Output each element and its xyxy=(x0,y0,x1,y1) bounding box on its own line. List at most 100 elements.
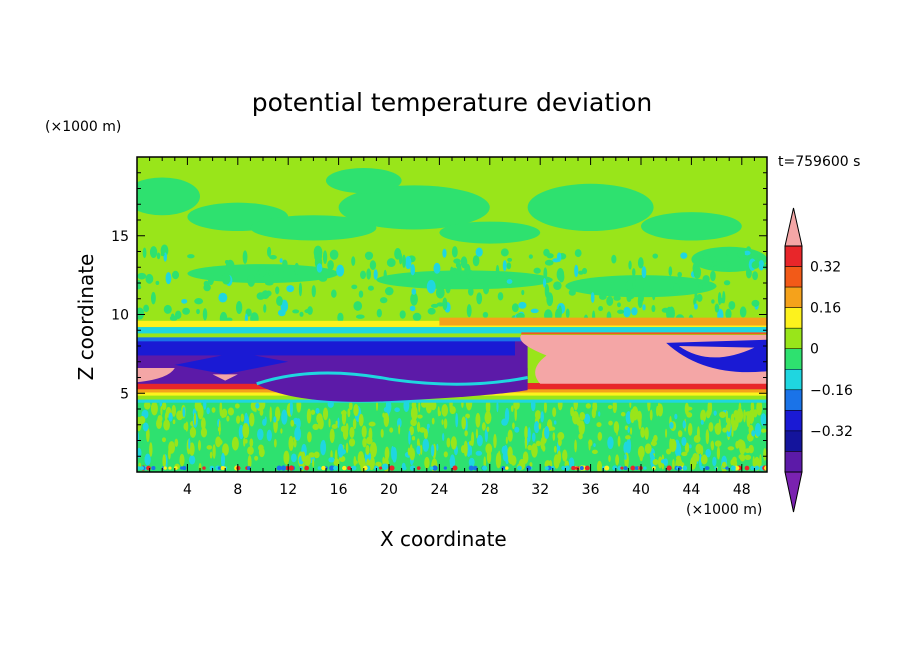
speckle-lower xyxy=(524,425,528,440)
speckle-lower xyxy=(714,423,722,435)
speckle-lower xyxy=(552,407,557,418)
speckle-upper xyxy=(156,252,161,260)
contour-patch-neutral xyxy=(338,185,490,230)
heatmap-field xyxy=(137,157,767,472)
speckle-upper xyxy=(680,252,688,259)
speckle-upper xyxy=(652,253,659,259)
speckle-upper xyxy=(318,276,328,282)
colorbar-swatch xyxy=(784,266,803,288)
colorbar-swatch xyxy=(784,410,803,432)
speckle-lower xyxy=(665,428,668,438)
speckle-lower xyxy=(644,426,649,440)
speckle-upper xyxy=(137,280,141,288)
speckle-upper xyxy=(163,304,172,314)
speckle-upper xyxy=(275,286,280,295)
speckle-lower xyxy=(656,405,659,417)
speckle-upper xyxy=(292,309,300,314)
speckle-upper xyxy=(475,247,483,257)
speckle-upper xyxy=(711,261,719,266)
contour-patch-neutral xyxy=(326,168,402,194)
speckle-lower xyxy=(349,426,355,439)
speckle-upper xyxy=(194,298,204,305)
speckle-upper xyxy=(187,254,195,259)
speckle-upper xyxy=(693,265,702,279)
y-tick-label: 5 xyxy=(120,386,129,402)
speckle-surface xyxy=(236,465,241,471)
colorbar-swatch xyxy=(784,451,803,473)
speckle-lower xyxy=(179,453,185,467)
speckle-lower xyxy=(236,415,241,424)
speckle-upper xyxy=(433,262,441,274)
speckle-surface xyxy=(544,466,549,471)
speckle-lower xyxy=(410,405,418,421)
speckle-lower xyxy=(157,414,163,423)
speckle-upper xyxy=(483,283,490,295)
contour-patch-neutral xyxy=(250,215,377,241)
speckle-lower xyxy=(348,438,356,447)
band-inversion xyxy=(137,399,767,403)
speckle-surface xyxy=(517,465,522,471)
speckle-lower xyxy=(337,443,344,458)
speckle-lower xyxy=(695,453,700,462)
speckle-lower xyxy=(313,451,320,459)
speckle-surface xyxy=(754,465,760,471)
speckle-lower xyxy=(418,400,421,413)
speckle-upper xyxy=(137,272,147,280)
speckle-lower xyxy=(398,424,401,435)
speckle-lower xyxy=(719,411,727,418)
speckle-upper xyxy=(743,250,751,256)
speckle-upper xyxy=(495,265,500,279)
speckle-lower xyxy=(328,457,335,463)
speckle-lower xyxy=(328,418,331,428)
region-mid-cyan xyxy=(137,327,767,334)
speckle-lower xyxy=(529,462,533,467)
contour-patch-neutral xyxy=(137,177,200,216)
speckle-upper xyxy=(263,304,267,313)
speckle-upper xyxy=(642,304,646,311)
x-axis-unit: (×1000 m) xyxy=(686,502,763,518)
speckle-surface xyxy=(505,466,509,470)
speckle-upper xyxy=(751,299,760,307)
speckle-lower xyxy=(443,418,448,429)
speckle-upper xyxy=(544,284,550,298)
speckle-lower xyxy=(672,458,675,470)
speckle-upper xyxy=(677,271,682,278)
speckle-upper xyxy=(460,256,468,269)
speckle-lower xyxy=(168,447,171,460)
speckle-upper xyxy=(268,269,275,277)
speckle-upper xyxy=(763,263,767,270)
speckle-upper xyxy=(329,249,339,260)
speckle-lower xyxy=(410,418,417,427)
speckle-upper xyxy=(203,280,210,287)
speckle-surface xyxy=(299,466,304,470)
speckle-lower xyxy=(597,464,601,470)
speckle-surface xyxy=(730,465,737,471)
speckle-surface xyxy=(443,466,447,470)
speckle-lower xyxy=(426,423,430,429)
speckle-lower xyxy=(394,407,400,413)
speckle-upper xyxy=(657,289,666,296)
speckle-upper xyxy=(728,301,736,310)
speckle-upper xyxy=(402,254,406,268)
speckle-lower xyxy=(578,420,585,435)
speckle-upper xyxy=(507,257,513,262)
speckle-upper xyxy=(497,292,504,301)
speckle-upper xyxy=(751,261,760,269)
speckle-lower xyxy=(185,421,189,432)
speckle-upper xyxy=(247,274,256,287)
colorbar-swatch xyxy=(784,430,803,452)
speckle-lower xyxy=(389,427,394,433)
speckle-lower xyxy=(475,412,481,428)
x-tick-label: 8 xyxy=(233,482,242,498)
speckle-lower xyxy=(578,433,583,440)
speckle-upper xyxy=(376,308,382,318)
speckle-upper xyxy=(282,299,288,311)
speckle-lower xyxy=(531,432,536,442)
speckle-lower xyxy=(408,430,411,445)
speckle-lower xyxy=(710,440,715,451)
speckle-lower xyxy=(231,436,239,451)
speckle-lower xyxy=(288,435,294,452)
speckle-lower xyxy=(651,438,657,447)
speckle-lower xyxy=(612,399,617,414)
speckle-lower xyxy=(756,399,763,416)
